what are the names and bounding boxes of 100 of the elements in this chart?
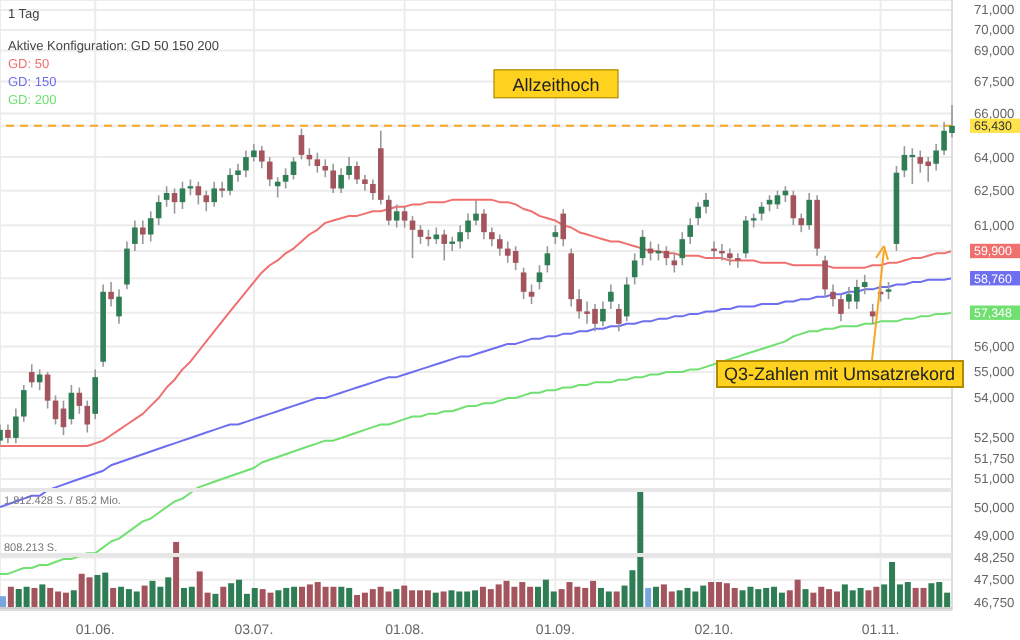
bar [133, 591, 140, 608]
candlestick [806, 192, 812, 231]
candlestick [608, 283, 614, 310]
candlestick [616, 303, 622, 333]
candlestick [28, 363, 35, 389]
candlestick [798, 212, 805, 233]
bar [338, 586, 345, 608]
bar [818, 586, 825, 608]
candlestick [259, 145, 265, 170]
bar [180, 587, 187, 608]
bar [778, 592, 785, 608]
candlestick [393, 203, 400, 229]
bar [385, 591, 392, 608]
candlestick [671, 252, 678, 274]
candlestick [711, 240, 717, 259]
bar [110, 587, 117, 608]
bar [849, 590, 856, 608]
bar [503, 580, 510, 608]
bar [298, 586, 305, 608]
bar [684, 587, 691, 608]
bar [267, 592, 274, 608]
bar [637, 490, 644, 608]
bar [810, 592, 817, 608]
candlestick [560, 208, 567, 248]
candlestick [719, 243, 725, 262]
candlestick [528, 283, 535, 305]
candlestick [758, 201, 765, 222]
candlestick [854, 278, 860, 310]
bar [369, 589, 376, 608]
candlestick [21, 384, 27, 423]
bar [865, 590, 872, 608]
candlestick [314, 151, 321, 174]
candlestick [568, 247, 574, 308]
bar [668, 591, 675, 608]
candlestick [465, 212, 471, 240]
line-series [0, 198, 953, 448]
bar [31, 587, 38, 608]
candlestick [504, 240, 511, 264]
bar [456, 591, 463, 608]
bar [86, 577, 93, 608]
bar [653, 586, 660, 608]
bar [401, 585, 408, 608]
bar [660, 584, 667, 608]
bar [645, 587, 652, 608]
bar [173, 541, 180, 608]
bar [605, 591, 612, 608]
bar [700, 585, 707, 608]
bar [574, 586, 581, 608]
bar [251, 587, 258, 608]
candlestick [623, 276, 630, 323]
bar [125, 589, 132, 608]
bar [715, 582, 722, 608]
candlestick [679, 231, 686, 267]
bar [432, 592, 439, 608]
bar [692, 591, 699, 608]
candlestick [203, 189, 210, 213]
bar [873, 586, 880, 608]
bar [597, 587, 604, 608]
candlestick [108, 281, 114, 308]
bar [377, 586, 384, 608]
candlestick [179, 180, 186, 210]
candlestick [917, 149, 924, 174]
bar [590, 580, 597, 608]
candlestick [322, 158, 329, 178]
bar [314, 582, 321, 608]
candlestick [116, 288, 122, 325]
bar [708, 582, 715, 608]
bar [306, 584, 313, 608]
bar [102, 572, 109, 608]
bar [519, 582, 526, 608]
bar [527, 586, 534, 608]
bar [558, 589, 565, 608]
bar [7, 586, 14, 608]
bar [613, 591, 620, 608]
bar [39, 584, 46, 608]
candlestick [790, 189, 797, 226]
candlestick [132, 219, 138, 252]
candlestick [219, 180, 225, 199]
bar [78, 573, 85, 608]
bar [723, 583, 730, 608]
candlestick [401, 205, 408, 229]
candlestick [282, 167, 289, 190]
candlestick [457, 224, 463, 250]
bar [188, 586, 195, 608]
bar [904, 582, 911, 608]
candlestick [735, 252, 741, 269]
bar [802, 589, 809, 608]
bar [228, 583, 235, 608]
candlestick [631, 252, 638, 286]
bar [857, 587, 864, 608]
candlestick [147, 210, 154, 243]
candlestick [140, 219, 146, 245]
bar [220, 586, 227, 608]
bar [676, 590, 683, 608]
bar [464, 591, 471, 608]
bar [755, 589, 762, 608]
bar [94, 574, 101, 608]
candlestick [925, 156, 931, 183]
candlestick [742, 215, 749, 259]
bar [448, 590, 455, 608]
